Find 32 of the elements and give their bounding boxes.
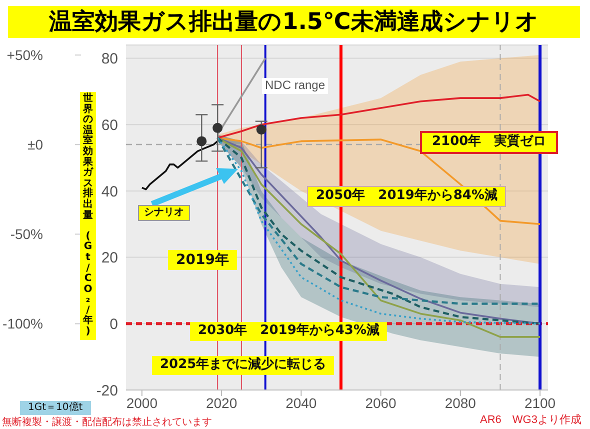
chart-title: 温室効果ガス排出量の1.5℃未満達成シナリオ xyxy=(8,6,580,38)
x-tick-label: 2060 xyxy=(365,394,397,411)
point xyxy=(256,124,266,135)
annotation: 2100年 実質ゼロ xyxy=(420,131,558,154)
y-tick-label: 0 xyxy=(110,316,118,333)
y-tick-label: -20 xyxy=(96,382,118,400)
y2-tick-label: -100% xyxy=(2,316,43,332)
y2-tick-label: -50% xyxy=(10,226,43,242)
y-tick-label: 80 xyxy=(101,50,118,68)
annotation: 2019年 xyxy=(168,250,237,270)
y-tick-label: 20 xyxy=(101,250,118,267)
point xyxy=(196,136,207,146)
point xyxy=(212,122,223,133)
line-series xyxy=(141,140,218,190)
x-tick-label: 2020 xyxy=(206,394,238,411)
text: 1Gt＝10億t xyxy=(20,401,91,414)
annotation: NDC range xyxy=(262,78,328,94)
y-tick-label: 60 xyxy=(101,116,118,134)
annotation: 2025年までに減少に転じる xyxy=(152,356,334,375)
annotation: 2030年 2019年から43%減 xyxy=(190,322,388,341)
y2-tick-label: ±0 xyxy=(28,136,44,153)
x-tick-label: 2040 xyxy=(286,394,317,411)
text: 無断複製・譲渡・配信配布は禁止されています xyxy=(2,417,212,428)
x-tick-label: 2100 xyxy=(524,394,556,411)
y2-tick-label: +50% xyxy=(6,47,43,63)
y-tick-label: 40 xyxy=(101,183,118,200)
annotation: 2050年 2019年から84%減 xyxy=(307,186,506,207)
text: 世界の温室効果ガス排出量 (Gt/CO₂/年) xyxy=(83,93,93,338)
x-tick-label: 2000 xyxy=(126,394,158,411)
annotation: シナリオ xyxy=(138,205,190,220)
x-tick-label: 2080 xyxy=(444,394,476,411)
text: AR6 WG3より作成 xyxy=(480,414,582,427)
